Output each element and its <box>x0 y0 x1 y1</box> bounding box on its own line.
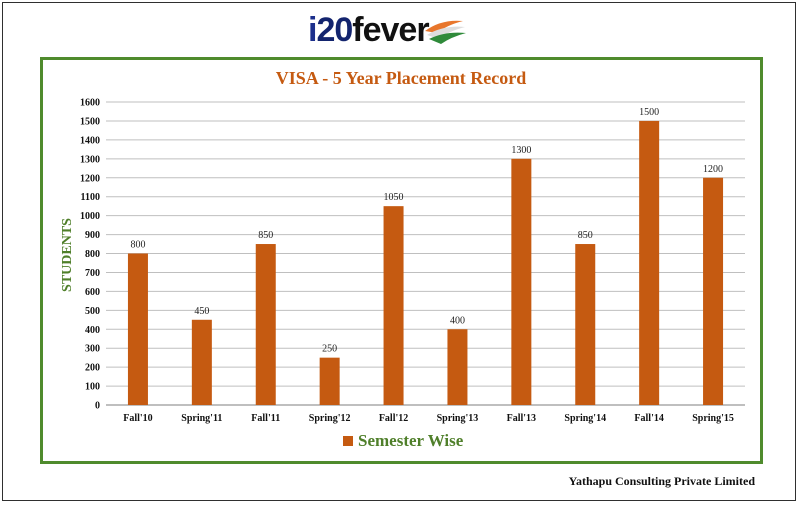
logo-wordmark: i20fever <box>308 11 430 49</box>
bar-chart: VISA - 5 Year Placement Record STUDENTS … <box>60 68 745 450</box>
data-label: 800 <box>130 240 145 251</box>
legend: Semester Wise <box>343 431 464 450</box>
x-tick-label: Fall'11 <box>251 413 280 424</box>
bar <box>127 253 148 405</box>
footer-company: Yathapu Consulting Private Limited <box>568 474 755 488</box>
bar <box>191 319 212 405</box>
data-label: 1200 <box>703 164 723 175</box>
x-tick-label: Fall'13 <box>507 413 536 424</box>
data-label: 1500 <box>639 107 659 118</box>
gridlines <box>106 101 745 406</box>
y-tick-label: 500 <box>85 306 100 317</box>
chart-panel: VISA - 5 Year Placement Record STUDENTS … <box>40 57 763 464</box>
y-tick-label: 300 <box>85 344 100 355</box>
y-tick-label: 1400 <box>80 135 100 146</box>
y-tick-label: 1200 <box>80 173 100 184</box>
y-tick-label: 1000 <box>80 211 100 222</box>
legend-label: Semester Wise <box>358 431 464 450</box>
x-tick-label: Spring'13 <box>437 413 479 424</box>
y-axis-ticks: 0 100 200 300 400 500 600 700 800 900 1000 1100 1200… <box>80 98 100 412</box>
y-axis-label: STUDENTS <box>60 218 75 292</box>
data-label: 850 <box>578 230 593 241</box>
bar <box>383 206 404 405</box>
y-tick-label: 800 <box>85 249 100 260</box>
x-tick-label: Fall'10 <box>123 413 152 424</box>
x-tick-label: Spring'14 <box>564 413 606 424</box>
data-label: 250 <box>322 344 337 355</box>
bars: 800 450 850 250 1050 400 1300 850 1500 1200 <box>127 107 724 405</box>
y-tick-label: 1500 <box>80 116 100 127</box>
flag-swoosh-icon <box>424 20 466 44</box>
y-tick-label: 700 <box>85 268 100 279</box>
x-tick-label: Spring'11 <box>181 413 222 424</box>
x-tick-label: Fall'14 <box>634 413 663 424</box>
bar <box>255 244 276 405</box>
data-label: 400 <box>450 315 465 326</box>
y-tick-label: 1100 <box>81 192 100 203</box>
data-label: 1300 <box>511 145 531 156</box>
x-axis-ticks: Fall'10 Spring'11 Fall'11 Spring'12 Fall'12 S… <box>123 413 734 424</box>
chart-title: VISA - 5 Year Placement Record <box>276 68 526 88</box>
x-tick-label: Spring'15 <box>692 413 734 424</box>
x-tick-label: Spring'12 <box>309 413 351 424</box>
bar <box>575 244 596 405</box>
y-tick-label: 200 <box>85 363 100 374</box>
i20fever-logo: i20fever <box>308 10 467 50</box>
data-label: 1050 <box>384 192 404 203</box>
data-label: 450 <box>194 306 209 317</box>
y-tick-label: 1600 <box>80 98 100 109</box>
y-tick-label: 600 <box>85 287 100 298</box>
y-tick-label: 100 <box>85 382 100 393</box>
legend-swatch <box>343 436 353 446</box>
y-tick-label: 400 <box>85 325 100 336</box>
bar <box>511 158 532 405</box>
y-tick-label: 1300 <box>80 154 100 165</box>
data-label: 850 <box>258 230 273 241</box>
x-tick-label: Fall'12 <box>379 413 408 424</box>
bar <box>639 120 660 405</box>
bar <box>703 177 724 405</box>
bar <box>447 329 468 405</box>
y-tick-label: 0 <box>95 401 100 412</box>
y-tick-label: 900 <box>85 230 100 241</box>
bar <box>319 357 340 405</box>
